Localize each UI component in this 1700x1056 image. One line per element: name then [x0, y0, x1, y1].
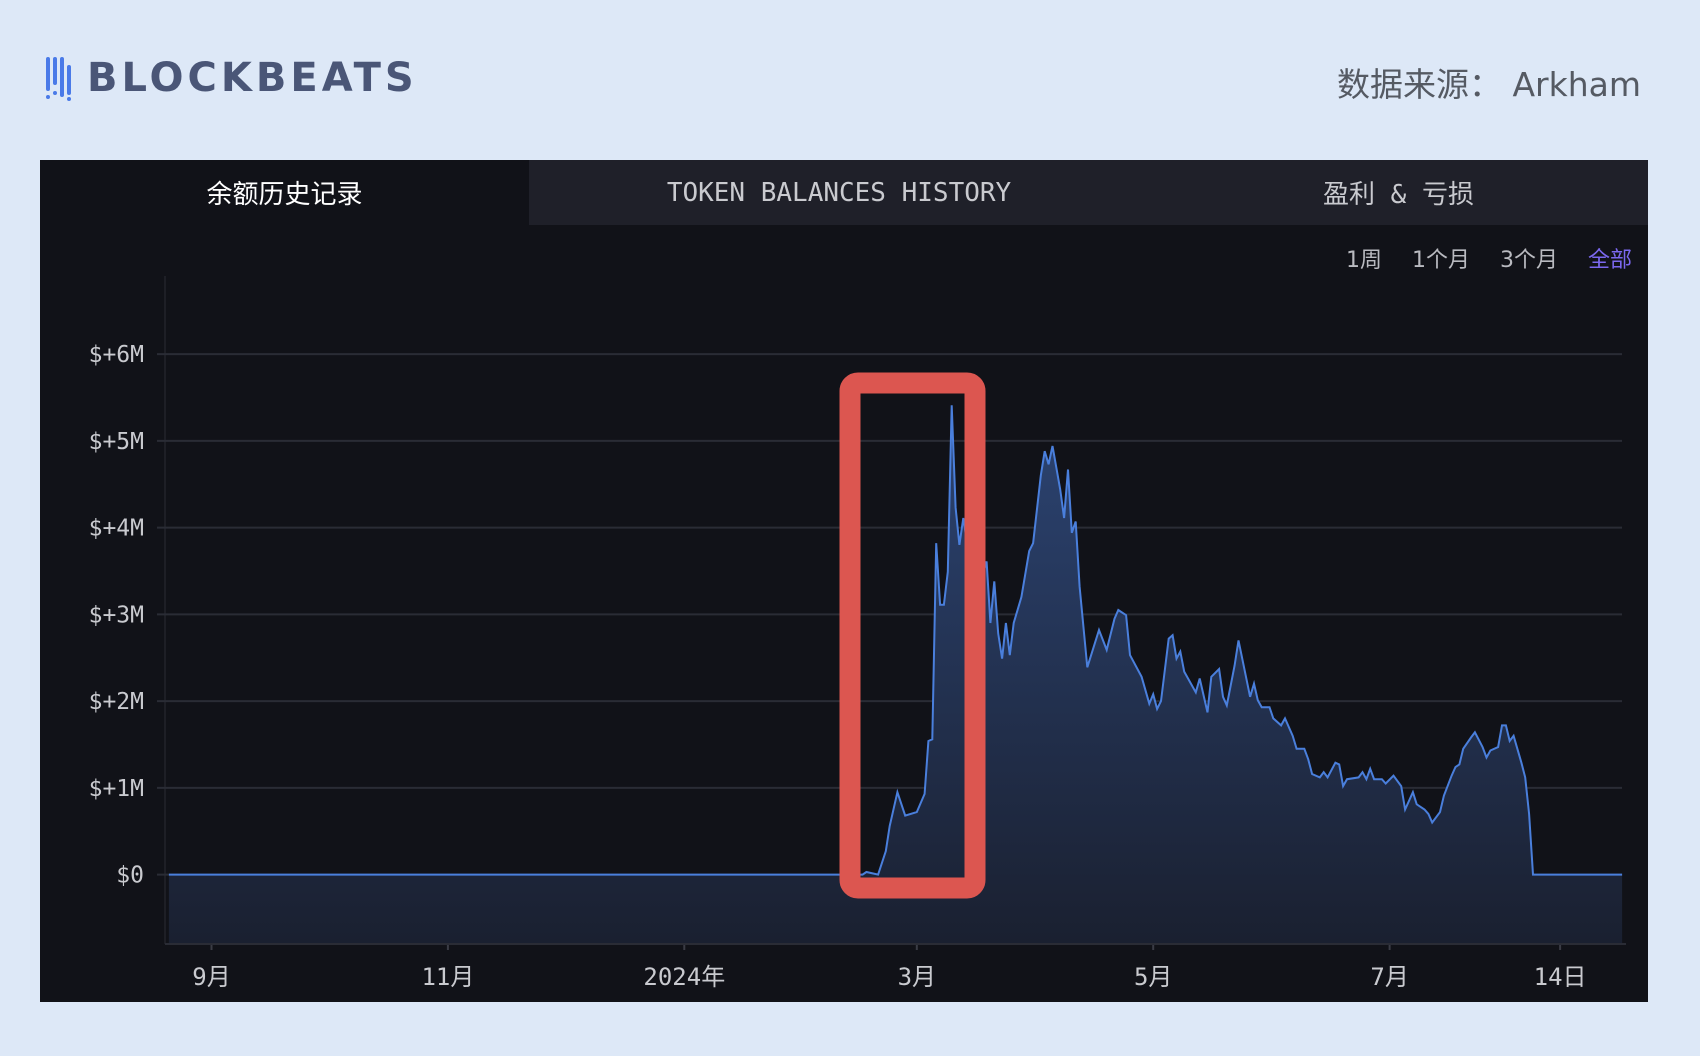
y-tick-label: $+1M — [89, 776, 144, 802]
x-tick-label: 5月 — [1134, 963, 1172, 991]
range-3-months[interactable]: 3个月 — [1499, 248, 1558, 273]
y-tick-label: $+5M — [89, 429, 144, 455]
x-tick-label: 3月 — [898, 963, 936, 991]
data-source-label: 数据来源： Arkham — [1336, 65, 1641, 104]
x-tick-label: 14日 — [1534, 963, 1587, 991]
tab-token-balances-history[interactable]: TOKEN BALANCES HISTORY — [529, 160, 1149, 225]
logo: BLOCKBEATS — [45, 54, 418, 102]
gridlines — [157, 353, 1622, 876]
y-tick-label: $+6M — [89, 342, 144, 368]
tab-profit-loss[interactable]: 盈利 & 亏损 — [1149, 160, 1648, 225]
range-all[interactable]: 全部 — [1587, 248, 1632, 273]
x-tick-label: 7月 — [1370, 963, 1408, 991]
balance-area-fill — [168, 405, 1623, 944]
y-tick-label: $+3M — [89, 602, 144, 628]
logo-bars-icon — [46, 57, 71, 101]
x-tick-label: 2024年 — [643, 963, 725, 991]
y-tick-label: $0 — [116, 863, 144, 889]
time-range-selector: 1周 1个月 3个月 全部 — [1346, 242, 1632, 274]
balance-line — [168, 405, 1623, 876]
highlight-box — [839, 372, 986, 899]
range-1-month[interactable]: 1个月 — [1411, 248, 1470, 273]
y-tick-label: $+4M — [89, 516, 144, 542]
x-axis-ticks: 9月 11月 2024年 3月 5月 7月 14日 — [192, 944, 1587, 991]
y-tick-label: $+2M — [89, 689, 144, 715]
y-axis-ticks: $0 $+1M $+2M $+3M $+4M $+5M $+6M — [89, 342, 144, 889]
logo-text: BLOCKBEATS — [87, 55, 418, 101]
x-tick-label: 9月 — [192, 963, 230, 991]
x-tick-label: 11月 — [421, 963, 474, 991]
tab-bar: 余额历史记录 TOKEN BALANCES HISTORY 盈利 & 亏损 — [40, 160, 1648, 225]
range-1-week[interactable]: 1周 — [1345, 248, 1382, 273]
tab-balance-history[interactable]: 余额历史记录 — [40, 160, 529, 225]
